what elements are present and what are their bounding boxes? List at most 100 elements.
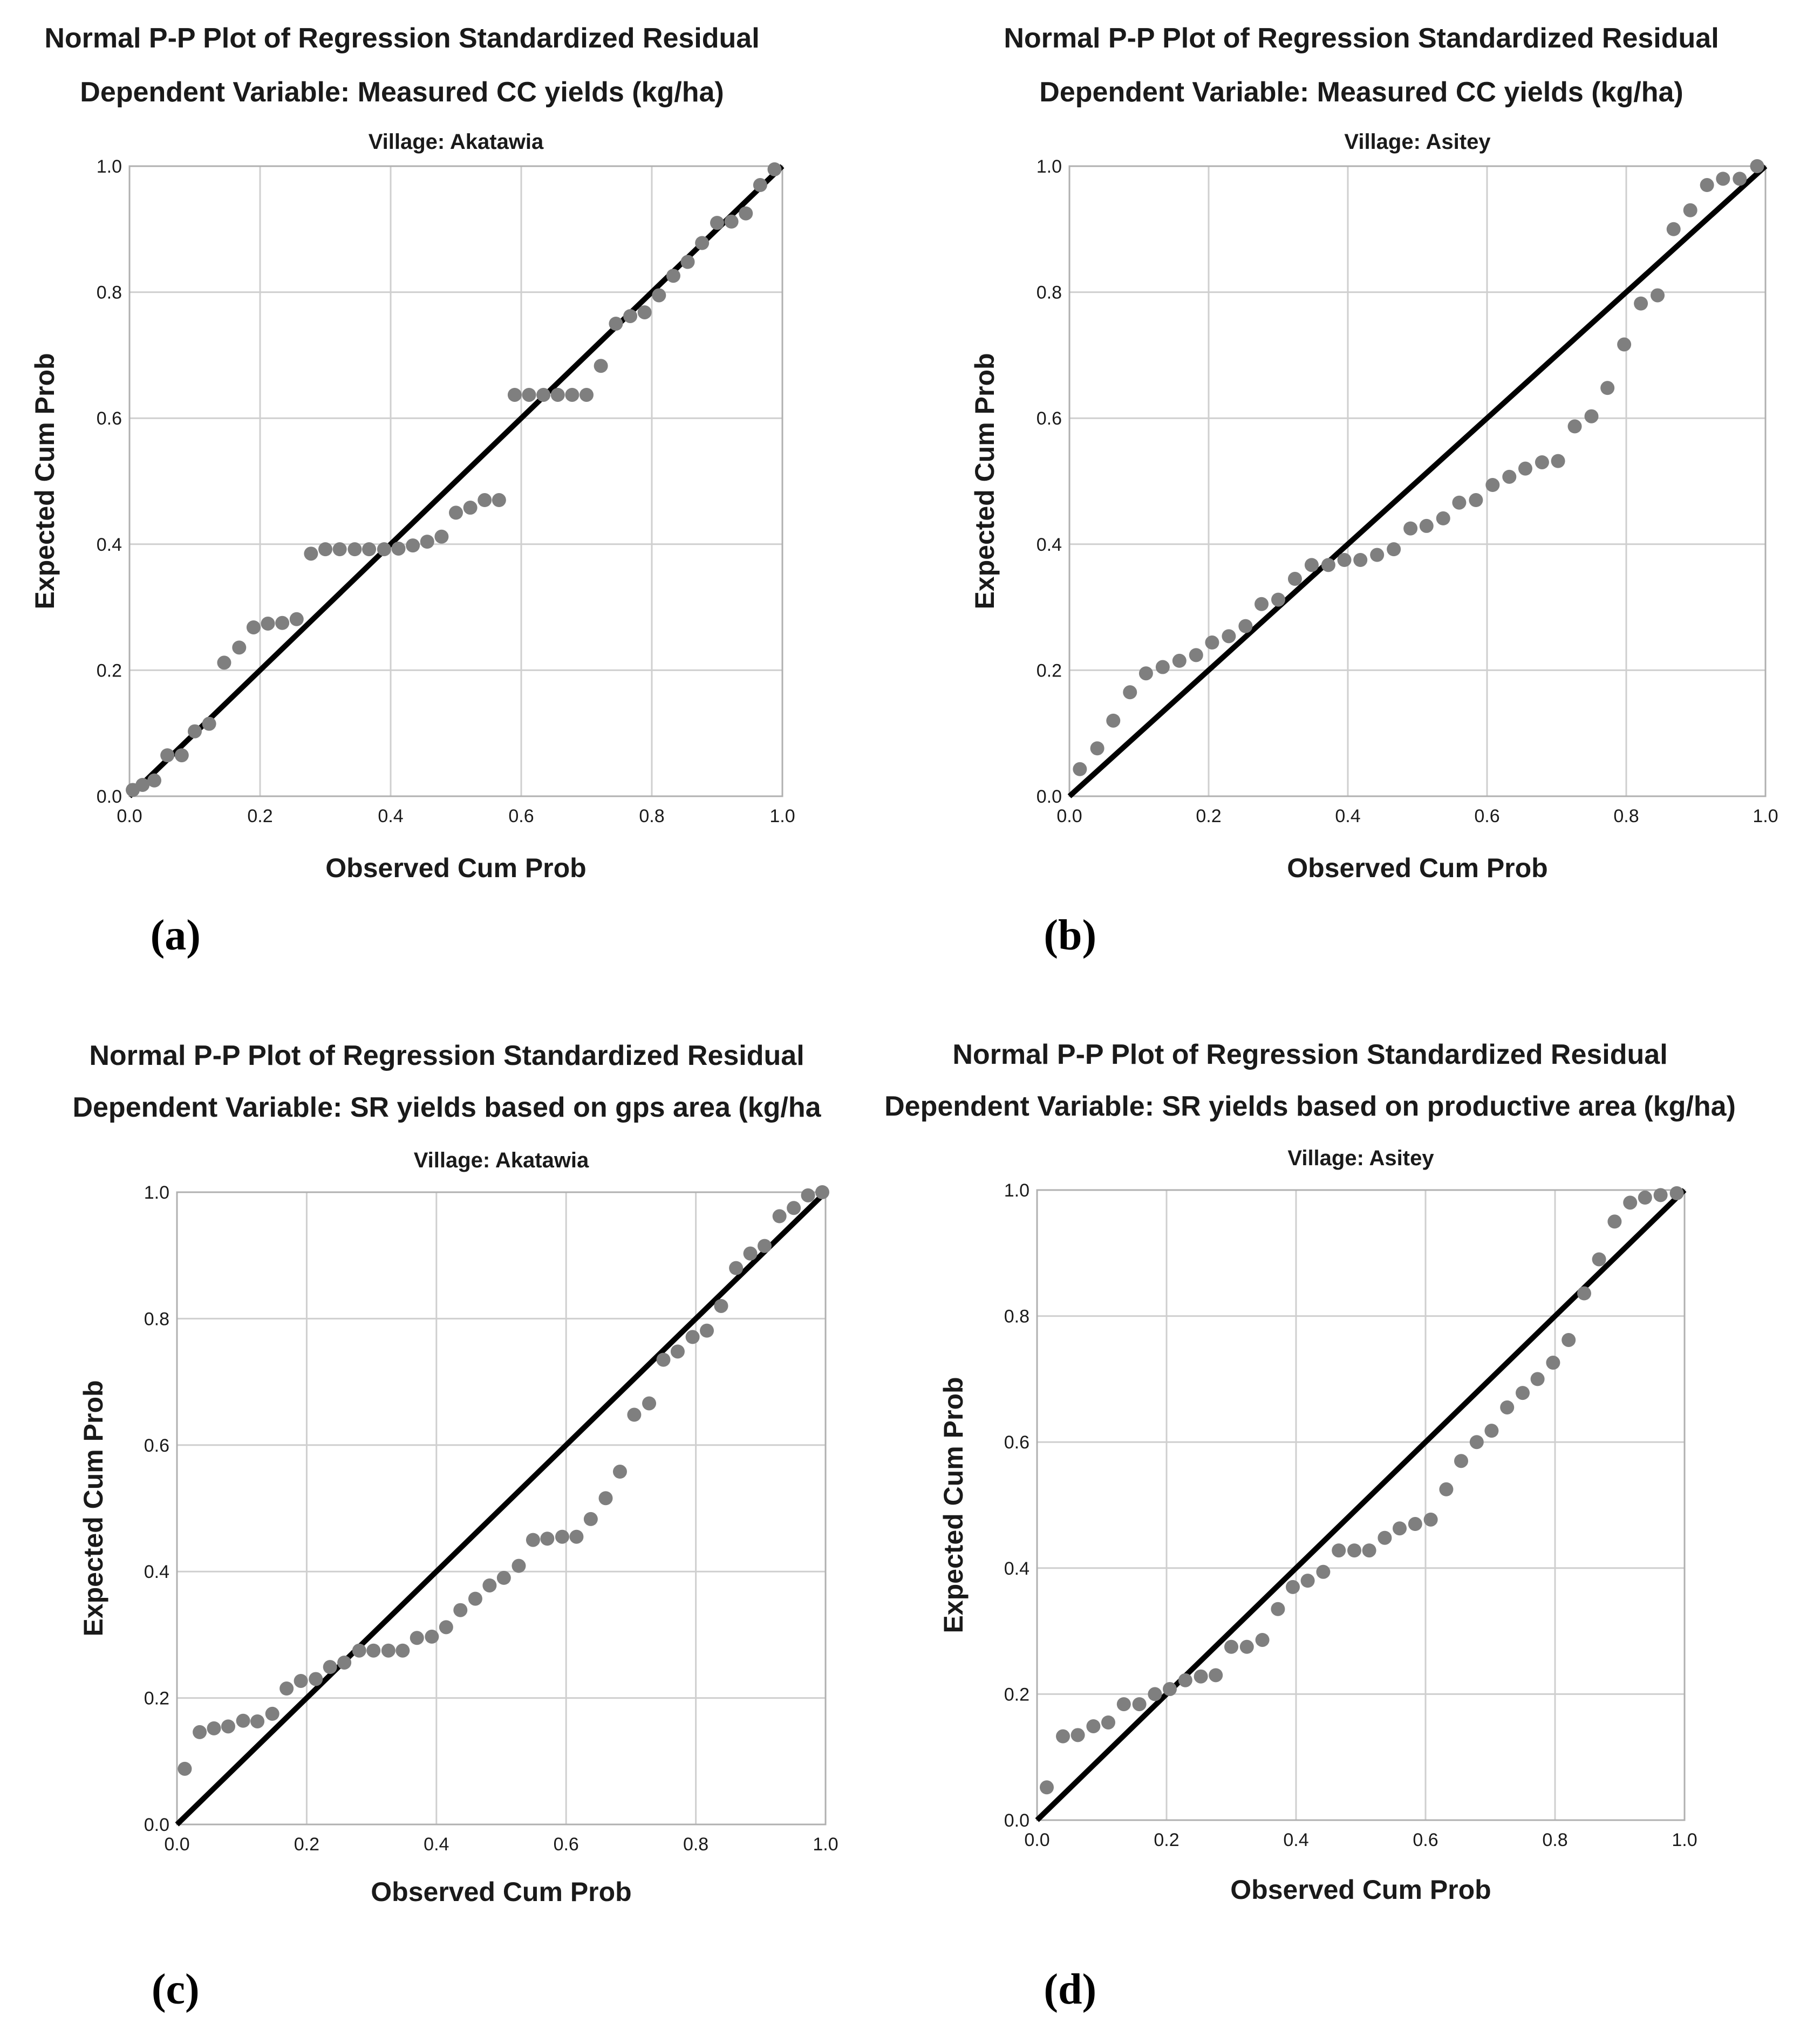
chart-panel-d: Normal P-P Plot of Regression Standardiz…: [884, 1022, 1800, 2044]
data-point: [178, 1761, 192, 1776]
data-point: [1123, 685, 1137, 700]
village-label: Village: Asitey: [1344, 130, 1491, 154]
chart-subtitle: Dependent Variable: Measured CC yields (…: [1039, 77, 1683, 108]
data-point: [1116, 1697, 1131, 1712]
data-point: [1666, 222, 1681, 236]
data-point: [598, 1491, 613, 1506]
data-point: [1408, 1517, 1422, 1532]
data-point: [540, 1532, 555, 1546]
data-point: [1452, 495, 1467, 510]
reference-line: [175, 1190, 828, 1827]
data-point: [1716, 172, 1730, 186]
data-point: [362, 542, 377, 557]
data-point: [666, 269, 680, 283]
data-point: [1469, 493, 1483, 508]
data-point: [482, 1578, 497, 1592]
data-point: [410, 1631, 424, 1645]
data-point: [250, 1714, 265, 1728]
y-tick-label: 0.4: [144, 1562, 169, 1582]
data-point: [381, 1643, 396, 1658]
data-point: [1535, 455, 1549, 469]
data-point: [1362, 1543, 1376, 1558]
data-point: [612, 1465, 627, 1479]
data-point: [623, 309, 638, 323]
data-point: [332, 542, 347, 557]
y-tick-label: 1.0: [144, 1182, 169, 1203]
data-point: [449, 505, 463, 520]
data-point: [787, 1201, 801, 1215]
data-point: [743, 1246, 758, 1261]
panel-label: (d): [1044, 1966, 1096, 2013]
data-point: [1347, 1543, 1361, 1558]
data-point: [496, 1570, 511, 1585]
data-point: [536, 387, 551, 402]
chart-title: Normal P-P Plot of Regression Standardiz…: [1004, 23, 1719, 54]
x-axis-label: Observed Cum Prob: [325, 853, 586, 883]
y-axis-label: Expected Cum Prob: [970, 353, 1000, 609]
data-point: [1419, 518, 1434, 533]
data-point: [478, 493, 492, 508]
data-point: [724, 214, 739, 229]
y-tick-label: 1.0: [97, 156, 122, 177]
data-point: [1086, 1719, 1101, 1733]
data-point: [652, 288, 666, 303]
data-point: [1254, 597, 1269, 611]
data-point: [1148, 1687, 1162, 1701]
data-point: [695, 236, 710, 250]
x-axis-label: Observed Cum Prob: [1230, 1875, 1491, 1905]
x-tick-label: 1.0: [769, 806, 795, 826]
data-point: [512, 1558, 526, 1573]
data-point: [492, 493, 506, 508]
x-tick-label: 0.0: [1024, 1830, 1049, 1850]
x-tick-label: 0.8: [1542, 1830, 1567, 1850]
data-point: [1669, 1186, 1684, 1200]
x-tick-label: 0.2: [247, 806, 272, 826]
data-point: [1239, 1639, 1254, 1654]
x-axis-label: Observed Cum Prob: [1287, 853, 1547, 883]
x-tick-label: 1.0: [813, 1834, 838, 1855]
data-point: [700, 1323, 714, 1338]
y-tick-label: 0.2: [1037, 660, 1062, 681]
data-point: [1623, 1195, 1638, 1210]
data-point: [1332, 1543, 1346, 1558]
y-tick-label: 0.8: [144, 1309, 169, 1329]
y-tick-label: 0.8: [97, 283, 122, 303]
chart-panel-b: Normal P-P Plot of Regression Standardiz…: [900, 0, 1800, 1022]
data-point: [637, 305, 652, 319]
x-tick-label: 0.8: [683, 1834, 708, 1855]
y-tick-label: 0.2: [144, 1688, 169, 1709]
data-point: [352, 1643, 366, 1658]
data-point: [729, 1261, 744, 1275]
data-point: [463, 501, 478, 515]
data-point: [1163, 1682, 1177, 1697]
y-tick-label: 0.2: [1004, 1684, 1029, 1705]
data-point: [1238, 619, 1253, 633]
data-point: [1634, 296, 1648, 311]
panel-label: (b): [1044, 912, 1096, 959]
data-point: [1607, 1214, 1622, 1229]
y-axis-label: Expected Cum Prob: [938, 1377, 969, 1633]
data-point: [1750, 159, 1764, 173]
data-point: [1378, 1530, 1392, 1545]
data-point: [1286, 1580, 1300, 1594]
data-point: [309, 1672, 323, 1686]
pp-plot-svg: Normal P-P Plot of Regression Standardiz…: [30, 23, 795, 959]
data-point: [1439, 1482, 1454, 1496]
reference-line: [1035, 1188, 1687, 1822]
data-point: [767, 162, 782, 176]
y-tick-label: 0.0: [1037, 787, 1062, 807]
data-point: [1071, 1728, 1085, 1742]
data-point: [425, 1629, 439, 1644]
x-tick-label: 0.6: [1413, 1830, 1438, 1850]
data-point: [1321, 558, 1335, 572]
x-tick-label: 0.2: [1154, 1830, 1179, 1850]
data-point: [1403, 521, 1418, 536]
data-point: [1189, 648, 1203, 662]
data-point: [1255, 1632, 1270, 1647]
data-point: [193, 1725, 207, 1739]
data-point: [526, 1533, 540, 1547]
chart-panel-c: Normal P-P Plot of Regression Standardiz…: [0, 1022, 900, 2044]
data-point: [1056, 1729, 1070, 1744]
data-point: [337, 1655, 352, 1670]
data-point: [1577, 1286, 1591, 1301]
